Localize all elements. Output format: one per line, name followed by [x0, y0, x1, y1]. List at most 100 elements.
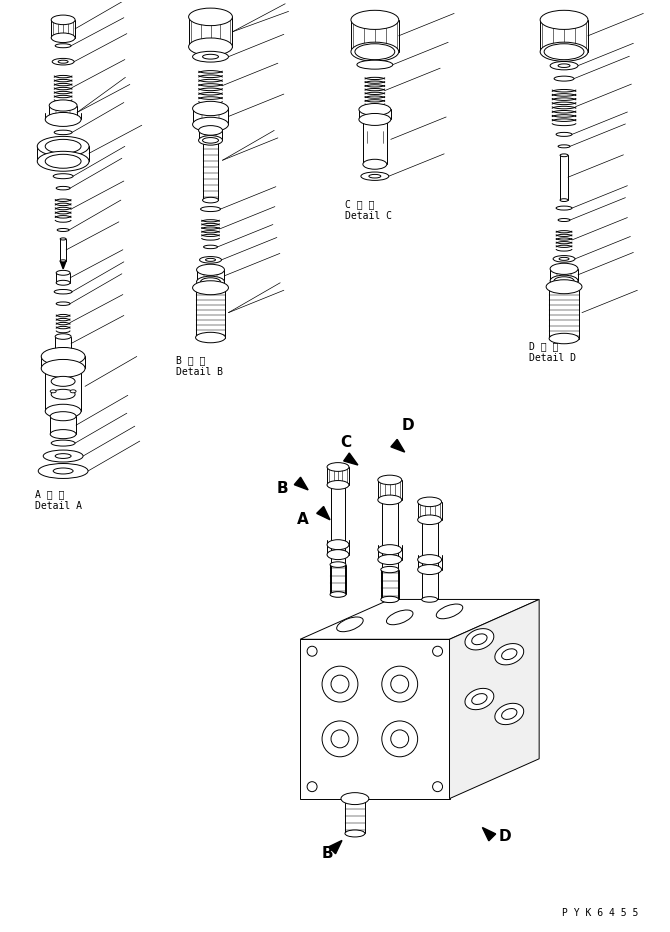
Ellipse shape: [556, 132, 572, 136]
Ellipse shape: [200, 278, 220, 286]
Text: C 詳 細: C 詳 細: [345, 199, 375, 209]
Ellipse shape: [56, 270, 70, 275]
Ellipse shape: [436, 604, 463, 619]
Ellipse shape: [553, 255, 575, 262]
Ellipse shape: [331, 730, 349, 747]
Ellipse shape: [381, 596, 399, 603]
Ellipse shape: [382, 666, 417, 702]
Ellipse shape: [558, 144, 570, 148]
Ellipse shape: [54, 290, 72, 294]
Ellipse shape: [502, 708, 517, 720]
Ellipse shape: [559, 257, 569, 260]
Ellipse shape: [378, 495, 402, 504]
Ellipse shape: [391, 675, 409, 693]
Ellipse shape: [192, 281, 228, 295]
Ellipse shape: [560, 199, 568, 201]
Ellipse shape: [417, 555, 442, 565]
Ellipse shape: [417, 497, 442, 507]
Ellipse shape: [49, 114, 77, 125]
Ellipse shape: [540, 42, 588, 62]
Ellipse shape: [359, 114, 391, 126]
Ellipse shape: [540, 10, 588, 30]
Ellipse shape: [57, 228, 69, 231]
Ellipse shape: [200, 207, 220, 212]
Ellipse shape: [189, 8, 232, 26]
Ellipse shape: [60, 260, 66, 262]
Ellipse shape: [55, 454, 71, 459]
Ellipse shape: [51, 33, 75, 43]
Ellipse shape: [196, 282, 226, 293]
Text: A: A: [297, 512, 309, 527]
Ellipse shape: [465, 628, 494, 650]
Ellipse shape: [331, 675, 349, 693]
Ellipse shape: [369, 174, 381, 178]
Ellipse shape: [45, 140, 81, 153]
Ellipse shape: [378, 475, 402, 485]
Ellipse shape: [556, 206, 572, 210]
Ellipse shape: [192, 102, 228, 116]
Ellipse shape: [55, 44, 71, 48]
Ellipse shape: [355, 44, 395, 60]
Ellipse shape: [472, 634, 487, 645]
Ellipse shape: [378, 544, 402, 555]
Ellipse shape: [351, 42, 399, 62]
Ellipse shape: [56, 281, 70, 285]
Ellipse shape: [322, 666, 358, 702]
Ellipse shape: [45, 404, 81, 418]
Ellipse shape: [38, 151, 89, 171]
Ellipse shape: [51, 377, 75, 387]
Ellipse shape: [50, 412, 76, 420]
Polygon shape: [294, 477, 308, 490]
Ellipse shape: [192, 117, 228, 131]
Ellipse shape: [51, 390, 75, 399]
Ellipse shape: [55, 348, 71, 353]
Ellipse shape: [204, 245, 218, 249]
Ellipse shape: [196, 333, 226, 343]
Ellipse shape: [550, 62, 578, 70]
Ellipse shape: [52, 59, 74, 65]
Text: D 詳 細: D 詳 細: [529, 341, 559, 351]
Polygon shape: [300, 599, 539, 639]
Ellipse shape: [42, 348, 85, 365]
Ellipse shape: [45, 155, 81, 169]
Ellipse shape: [198, 126, 222, 135]
Ellipse shape: [327, 540, 349, 550]
Ellipse shape: [549, 281, 579, 292]
Ellipse shape: [70, 390, 76, 392]
Ellipse shape: [560, 154, 568, 157]
Ellipse shape: [495, 644, 524, 665]
Ellipse shape: [42, 360, 85, 377]
Text: Detail B: Detail B: [176, 367, 222, 377]
Ellipse shape: [38, 136, 89, 157]
Ellipse shape: [38, 463, 88, 478]
Ellipse shape: [322, 721, 358, 757]
Ellipse shape: [345, 795, 365, 802]
Text: B: B: [276, 481, 288, 496]
Text: B 詳 細: B 詳 細: [176, 355, 205, 365]
Ellipse shape: [196, 276, 224, 287]
Ellipse shape: [495, 704, 524, 724]
Ellipse shape: [359, 103, 391, 116]
Text: P Y K 6 4 5 5: P Y K 6 4 5 5: [562, 908, 639, 918]
Ellipse shape: [351, 10, 399, 30]
Ellipse shape: [202, 138, 218, 144]
Ellipse shape: [56, 302, 70, 306]
Ellipse shape: [421, 596, 438, 602]
Ellipse shape: [382, 721, 417, 757]
Ellipse shape: [192, 51, 228, 62]
Ellipse shape: [417, 565, 442, 574]
Ellipse shape: [544, 44, 584, 60]
Ellipse shape: [327, 481, 349, 489]
Polygon shape: [300, 639, 450, 799]
Ellipse shape: [391, 730, 409, 747]
Text: A 詳 細: A 詳 細: [36, 489, 64, 499]
Ellipse shape: [502, 649, 517, 660]
Ellipse shape: [472, 693, 487, 705]
Ellipse shape: [382, 497, 398, 502]
Ellipse shape: [465, 689, 494, 709]
Ellipse shape: [363, 159, 387, 170]
Text: B: B: [322, 846, 334, 861]
Ellipse shape: [337, 617, 363, 632]
Text: D: D: [498, 829, 511, 844]
Ellipse shape: [202, 54, 218, 59]
